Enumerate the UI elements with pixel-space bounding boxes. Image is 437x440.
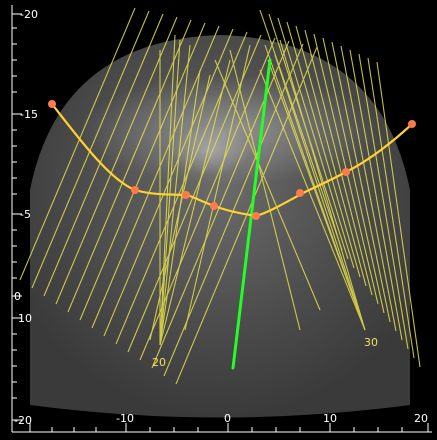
needle-trajectory-line <box>304 29 373 296</box>
needle-trajectory-line <box>322 37 385 314</box>
curve-marker[interactable] <box>48 100 56 108</box>
needle-trajectory-line <box>358 53 409 350</box>
needle-trajectory-line <box>67 19 192 313</box>
curve-marker[interactable] <box>182 191 190 199</box>
needle-tip-label-left: 20 <box>152 356 166 369</box>
needle-trajectory-line <box>175 46 318 385</box>
needle-trajectory-line <box>274 54 366 331</box>
left-axis <box>11 5 22 432</box>
needle-trajectory-line <box>19 7 136 281</box>
curve-marker[interactable] <box>210 202 218 210</box>
bottom-axis-label: 0 <box>224 412 231 425</box>
needle-trajectory-line <box>91 25 220 329</box>
needle-trajectory-line <box>149 74 211 341</box>
needle-trajectory-line <box>229 49 301 331</box>
bottom-axis-label: 10 <box>323 412 337 425</box>
needle-trajectory-line <box>267 59 366 331</box>
left-axis-label: -20 <box>14 414 32 427</box>
left-axis-label: 0 <box>14 290 21 303</box>
needle-trajectory-line <box>103 28 234 337</box>
needle-trajectory-line <box>286 21 361 278</box>
needle-trajectory-line <box>331 41 391 323</box>
needle-trajectory-lines <box>19 7 421 385</box>
needle-trajectory-line <box>367 57 415 359</box>
needle-trajectory-line <box>159 59 231 346</box>
needle-trajectory-line <box>79 22 206 321</box>
needle-tip-label-right: 30 <box>364 336 378 349</box>
needle-trajectory-line <box>277 17 355 269</box>
curve-marker[interactable] <box>408 120 416 128</box>
needle-trajectory-line <box>31 10 150 289</box>
needle-trajectory-line <box>159 34 176 346</box>
needle-trajectory-line <box>376 61 421 368</box>
curve-marker[interactable] <box>252 212 260 220</box>
needle-trajectory-line <box>349 49 403 341</box>
curve-marker[interactable] <box>131 186 139 194</box>
curve-marker[interactable] <box>342 168 350 176</box>
bottom-axis <box>12 423 432 433</box>
needle-trajectory-line <box>279 39 366 331</box>
bottom-axis-label: 20 <box>414 412 428 425</box>
curve-marker[interactable] <box>296 189 304 197</box>
needle-trajectory-line <box>127 34 262 353</box>
needle-trajectory-line <box>340 45 397 332</box>
needle-trajectory-line <box>159 39 181 346</box>
left-axis-label: -5 <box>20 208 31 221</box>
needle-trajectory-line <box>214 59 321 311</box>
bottom-axis-label: -10 <box>116 412 134 425</box>
needle-trajectory-line <box>43 13 164 297</box>
needle-trajectory-line <box>184 44 251 331</box>
left-axis-label: -20 <box>20 8 38 21</box>
needle-trajectory-line <box>55 16 178 305</box>
needle-trajectory-line <box>295 25 367 287</box>
curve-markers <box>48 100 416 220</box>
left-axis-label: 10 <box>18 312 32 325</box>
needle-trajectory-line <box>259 9 343 251</box>
needle-trajectory-line <box>259 69 366 331</box>
left-axis-label: -15 <box>20 108 38 121</box>
guide-needle[interactable] <box>231 58 272 370</box>
